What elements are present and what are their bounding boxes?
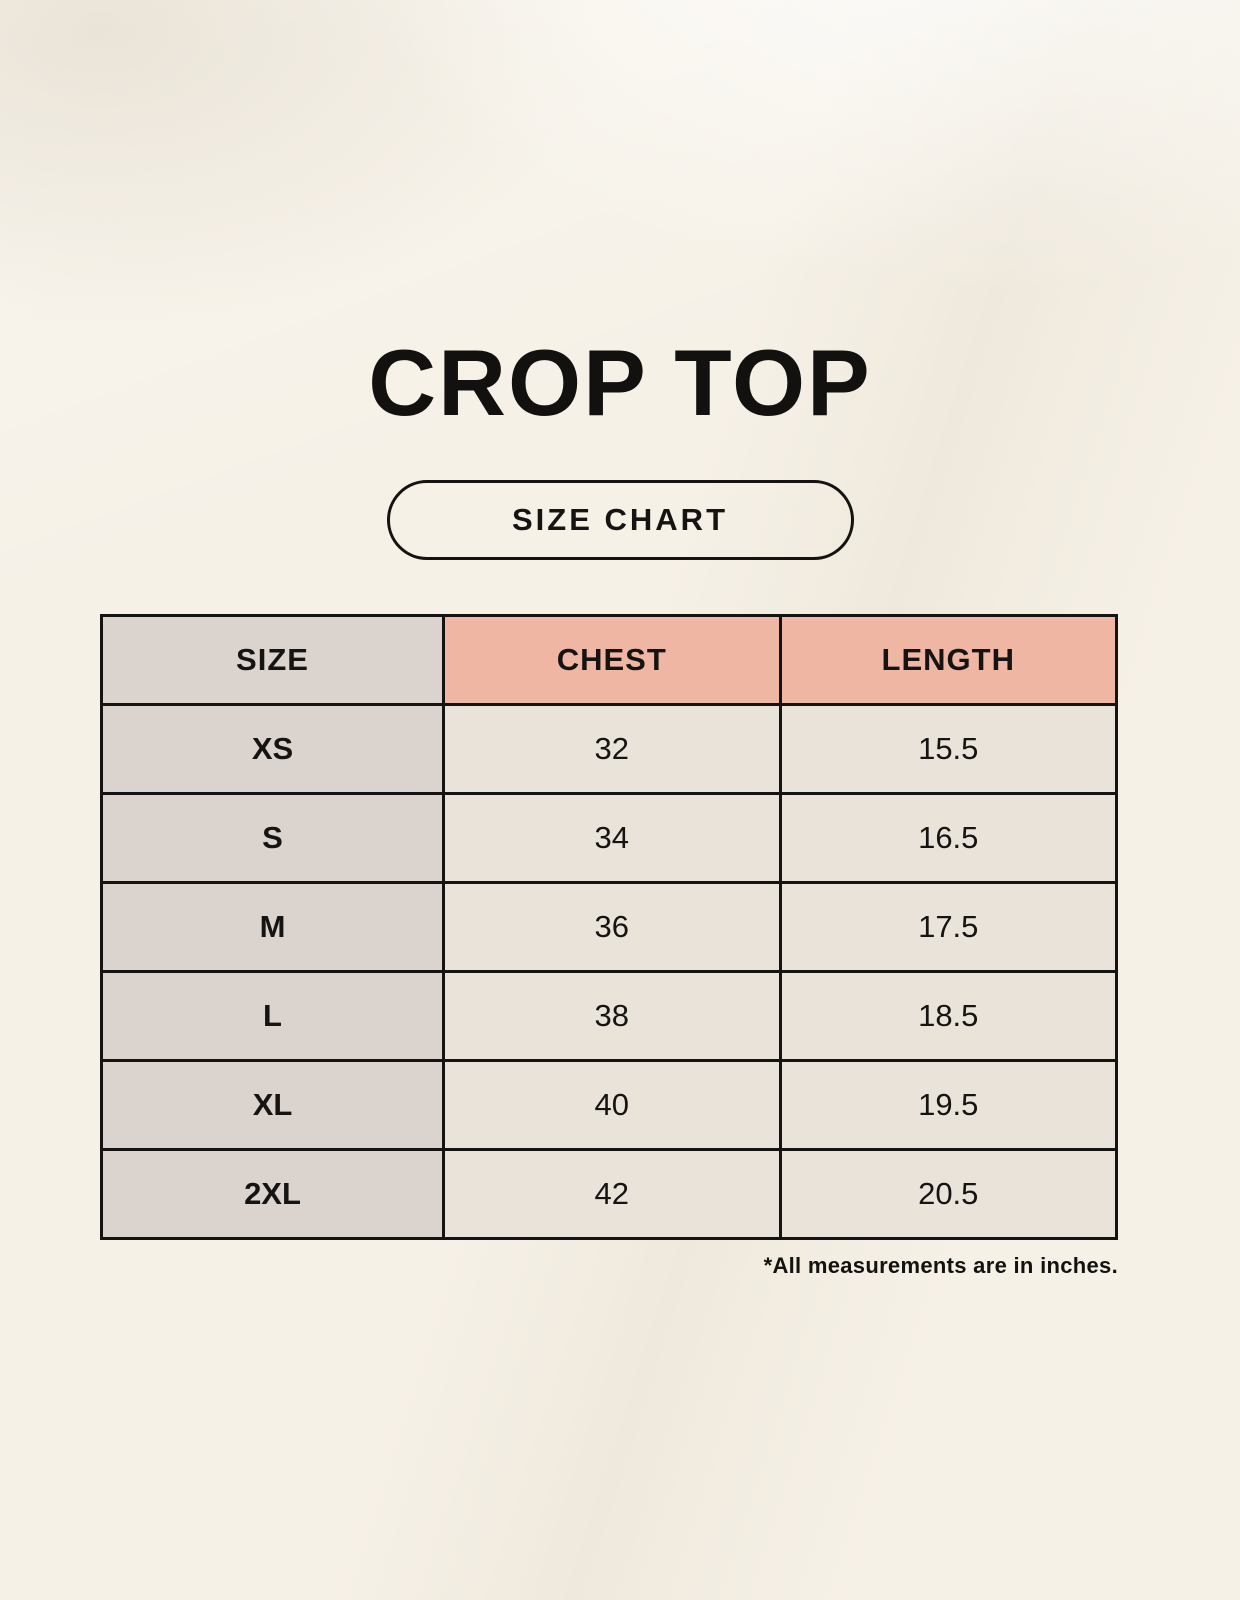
- size-chart-button-row: SIZE CHART: [0, 480, 1240, 560]
- chest-value: 42: [442, 1148, 782, 1240]
- length-value: 17.5: [778, 881, 1118, 973]
- table-row-xl: XL 40 19.5: [100, 1059, 1118, 1151]
- header-chest: CHEST: [442, 614, 782, 706]
- chest-value: 32: [442, 703, 782, 795]
- size-label: XS: [100, 703, 445, 795]
- page-title: CROP TOP: [368, 330, 872, 435]
- table-row-s: S 34 16.5: [100, 792, 1118, 884]
- size-label: 2XL: [100, 1148, 445, 1240]
- size-label: XL: [100, 1059, 445, 1151]
- chest-value: 38: [442, 970, 782, 1062]
- table-row-m: M 36 17.5: [100, 881, 1118, 973]
- chest-value: 36: [442, 881, 782, 973]
- size-label: M: [100, 881, 445, 973]
- length-value: 19.5: [778, 1059, 1118, 1151]
- chest-value: 40: [442, 1059, 782, 1151]
- length-value: 20.5: [778, 1148, 1118, 1240]
- size-label: L: [100, 970, 445, 1062]
- length-value: 16.5: [778, 792, 1118, 884]
- size-chart-button[interactable]: SIZE CHART: [386, 480, 854, 560]
- table-row-l: L 38 18.5: [100, 970, 1118, 1062]
- table-row-xs: XS 32 15.5: [100, 703, 1118, 795]
- header-size: SIZE: [100, 614, 445, 706]
- length-value: 15.5: [778, 703, 1118, 795]
- size-label: S: [100, 792, 445, 884]
- length-value: 18.5: [778, 970, 1118, 1062]
- chest-value: 34: [442, 792, 782, 884]
- size-chart-table: SIZE CHEST LENGTH XS 32 15.5 S 34 16.5 M…: [100, 614, 1118, 1240]
- header-length: LENGTH: [778, 614, 1118, 706]
- table-row-2xl: 2XL 42 20.5: [100, 1148, 1118, 1240]
- measurements-footnote: *All measurements are in inches.: [763, 1253, 1118, 1278]
- header-row: SIZE CHEST LENGTH: [100, 614, 1118, 706]
- size-chart-button-label: SIZE CHART: [512, 502, 728, 537]
